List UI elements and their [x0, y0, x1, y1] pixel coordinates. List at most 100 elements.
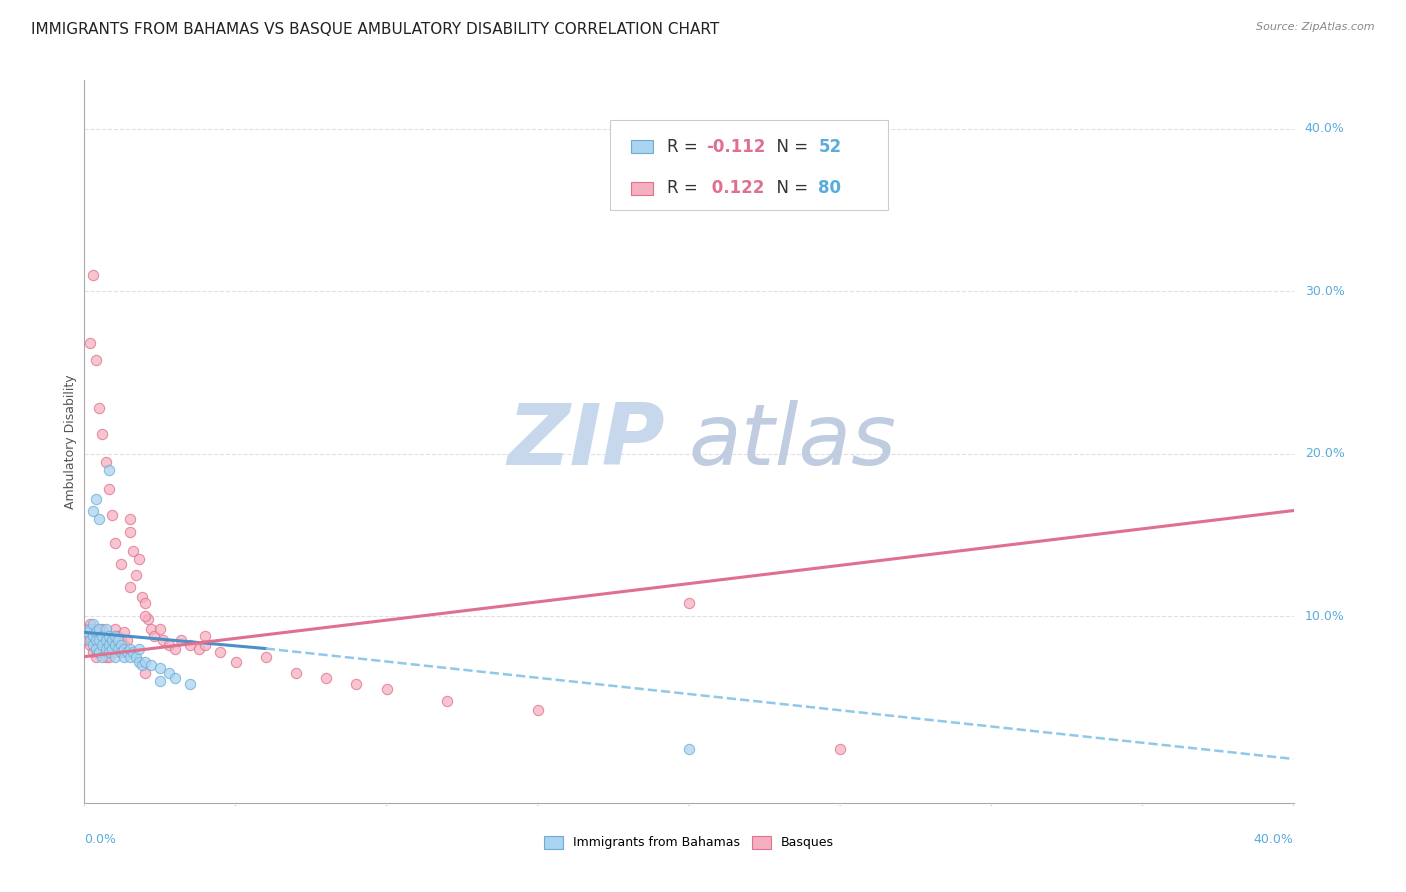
Point [100, 633, 122, 648]
Point [104, 645, 127, 659]
Point [82, 617, 104, 632]
Point [104, 633, 127, 648]
Text: 10.0%: 10.0% [1305, 609, 1344, 623]
Point [107, 629, 129, 643]
Point [118, 649, 141, 664]
Point [436, 693, 458, 707]
Point [121, 544, 143, 558]
Point [121, 645, 143, 659]
Point [118, 580, 141, 594]
Point [107, 633, 129, 648]
Point [110, 645, 132, 659]
Point [86, 641, 108, 656]
Text: 52: 52 [818, 138, 841, 156]
Point [179, 677, 201, 691]
Text: 0.122: 0.122 [706, 179, 765, 197]
Point [188, 641, 211, 656]
Point [110, 638, 132, 652]
Text: 20.0%: 20.0% [1305, 447, 1344, 460]
Point [678, 742, 700, 756]
Point [142, 629, 165, 643]
Point [112, 641, 135, 656]
FancyBboxPatch shape [610, 120, 889, 211]
Point [128, 641, 150, 656]
Point [82, 629, 104, 643]
Point [86, 649, 108, 664]
Point [149, 661, 172, 675]
Point [100, 633, 122, 648]
Point [94, 641, 117, 656]
Point [79, 617, 101, 632]
Point [165, 671, 187, 685]
Point [91, 638, 114, 652]
Point [118, 511, 141, 525]
Point [830, 742, 852, 756]
Point [134, 596, 156, 610]
Point [89, 645, 111, 659]
Point [86, 352, 108, 367]
Point [678, 596, 700, 610]
Text: R =: R = [668, 179, 703, 197]
Point [97, 649, 120, 664]
Point [112, 638, 135, 652]
Text: 40.0%: 40.0% [1305, 122, 1344, 136]
Point [91, 427, 114, 442]
Point [91, 638, 114, 652]
Point [94, 649, 117, 664]
Point [89, 625, 111, 640]
Point [157, 638, 180, 652]
Point [86, 641, 108, 656]
Point [82, 503, 104, 517]
Point [134, 609, 156, 624]
Point [375, 682, 398, 697]
Point [112, 625, 135, 640]
Point [118, 524, 141, 539]
Point [527, 703, 550, 717]
Text: N =: N = [766, 138, 814, 156]
Point [94, 633, 117, 648]
Point [86, 625, 108, 640]
Point [79, 622, 101, 636]
Point [110, 557, 132, 571]
Point [225, 655, 247, 669]
Text: atlas: atlas [689, 400, 897, 483]
Point [97, 463, 120, 477]
Point [254, 649, 277, 664]
Point [89, 401, 111, 416]
Point [97, 645, 120, 659]
Point [107, 641, 129, 656]
Text: Source: ZipAtlas.com: Source: ZipAtlas.com [1257, 22, 1375, 32]
Point [115, 633, 138, 648]
Text: 0.0%: 0.0% [84, 833, 117, 847]
Point [134, 665, 156, 680]
Point [139, 622, 162, 636]
Point [94, 641, 117, 656]
Point [115, 645, 138, 659]
Point [89, 633, 111, 648]
Text: N =: N = [766, 179, 814, 197]
Point [165, 641, 187, 656]
Text: 30.0%: 30.0% [1305, 285, 1344, 298]
Text: -0.112: -0.112 [706, 138, 765, 156]
Point [79, 629, 101, 643]
Point [89, 645, 111, 659]
Point [112, 649, 135, 664]
Point [139, 657, 162, 672]
Legend: Immigrants from Bahamas, Basques: Immigrants from Bahamas, Basques [538, 830, 839, 855]
Point [285, 665, 308, 680]
Point [79, 336, 101, 351]
Point [76, 633, 98, 648]
Point [82, 625, 104, 640]
Point [157, 665, 180, 680]
Point [104, 536, 127, 550]
Point [149, 622, 172, 636]
Point [86, 492, 108, 507]
Point [97, 638, 120, 652]
Point [97, 629, 120, 643]
Point [152, 633, 174, 648]
Point [104, 629, 127, 643]
Point [76, 625, 98, 640]
Point [118, 641, 141, 656]
Point [170, 633, 193, 648]
Point [82, 268, 104, 282]
